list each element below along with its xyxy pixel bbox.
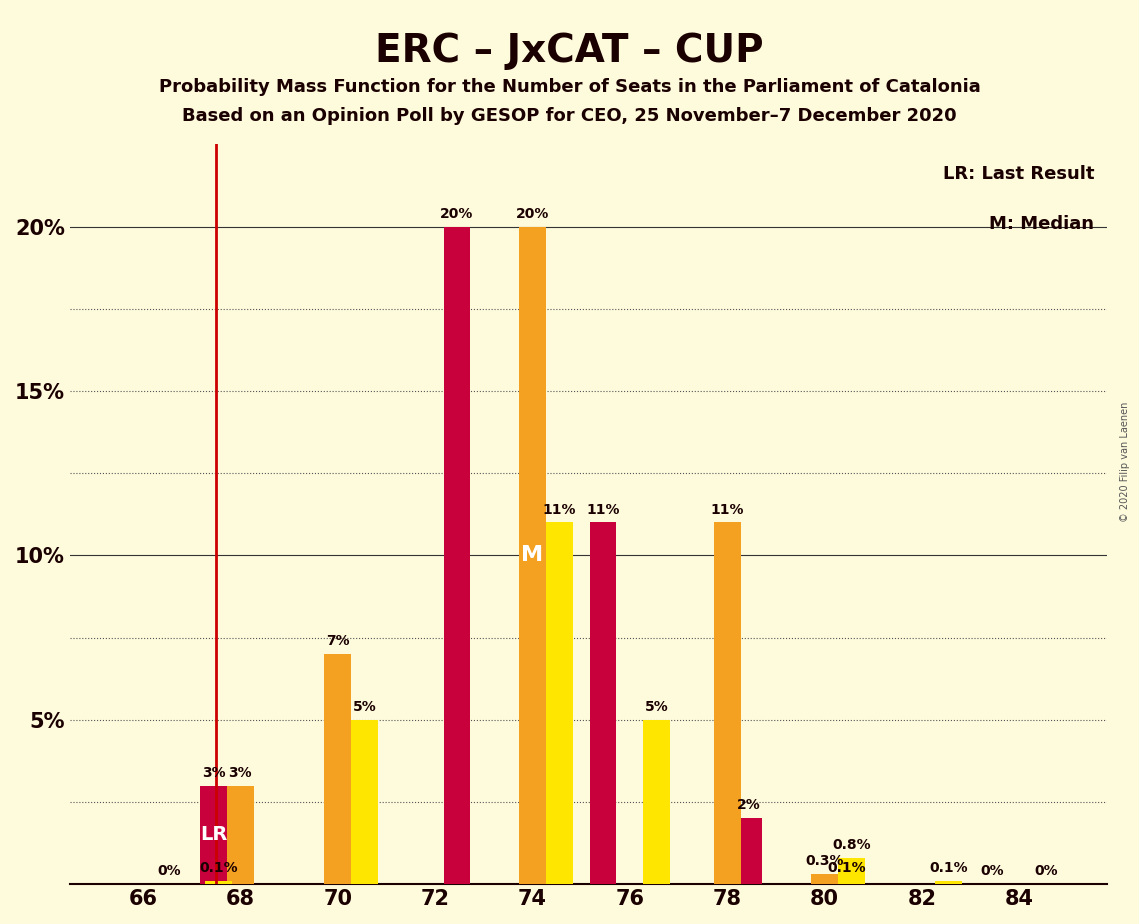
Text: 0.1%: 0.1% xyxy=(199,861,238,875)
Text: 0.3%: 0.3% xyxy=(805,855,844,869)
Text: 2%: 2% xyxy=(737,798,761,812)
Bar xyxy=(351,720,378,884)
Text: ERC – JxCAT – CUP: ERC – JxCAT – CUP xyxy=(375,32,764,70)
Text: 3%: 3% xyxy=(229,766,252,780)
Bar xyxy=(644,720,670,884)
Text: LR: LR xyxy=(199,825,227,845)
Text: LR: Last Result: LR: Last Result xyxy=(943,165,1095,183)
Bar xyxy=(200,785,227,884)
Bar xyxy=(935,881,962,884)
Bar xyxy=(811,874,838,884)
Bar xyxy=(205,881,231,884)
Text: Probability Mass Function for the Number of Seats in the Parliament of Catalonia: Probability Mass Function for the Number… xyxy=(158,78,981,95)
Text: 11%: 11% xyxy=(711,503,744,517)
Text: 11%: 11% xyxy=(542,503,576,517)
Bar xyxy=(227,785,254,884)
Text: 0%: 0% xyxy=(981,864,1005,878)
Text: 3%: 3% xyxy=(202,766,226,780)
Text: 7%: 7% xyxy=(326,634,350,648)
Text: 0.1%: 0.1% xyxy=(929,861,968,875)
Text: M: M xyxy=(522,545,543,565)
Text: © 2020 Filip van Laenen: © 2020 Filip van Laenen xyxy=(1121,402,1130,522)
Text: 0%: 0% xyxy=(158,864,181,878)
Text: 0.1%: 0.1% xyxy=(827,861,866,875)
Bar xyxy=(546,522,573,884)
Text: 0.8%: 0.8% xyxy=(831,838,870,852)
Bar xyxy=(736,819,762,884)
Text: M: Median: M: Median xyxy=(990,214,1095,233)
Text: 20%: 20% xyxy=(516,207,549,221)
Text: 20%: 20% xyxy=(441,207,474,221)
Text: 11%: 11% xyxy=(587,503,620,517)
Bar xyxy=(325,654,351,884)
Text: 5%: 5% xyxy=(353,699,376,714)
Bar xyxy=(838,857,865,884)
Bar xyxy=(714,522,740,884)
Bar xyxy=(833,881,860,884)
Text: Based on an Opinion Poll by GESOP for CEO, 25 November–7 December 2020: Based on an Opinion Poll by GESOP for CE… xyxy=(182,107,957,125)
Text: 5%: 5% xyxy=(645,699,669,714)
Bar xyxy=(519,226,546,884)
Text: 0%: 0% xyxy=(1034,864,1058,878)
Bar xyxy=(443,226,470,884)
Bar xyxy=(590,522,616,884)
